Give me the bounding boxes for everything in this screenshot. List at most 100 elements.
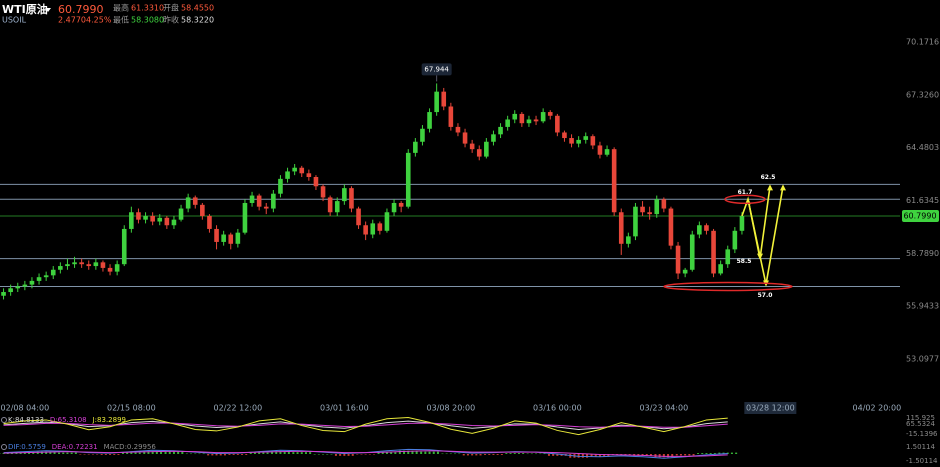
macd-bar [87, 454, 90, 455]
candle-body [682, 269, 688, 274]
y-tick-label: 65.5324 [906, 420, 935, 428]
candle-body [178, 208, 184, 220]
candle-body [15, 286, 21, 289]
macd-bar [428, 451, 431, 454]
macd-bar [377, 452, 380, 454]
candle-body [50, 269, 56, 276]
macd-bar [398, 450, 401, 454]
macd-bar [679, 454, 682, 456]
macd-bar [675, 454, 678, 456]
macd-bar [735, 452, 738, 454]
macd-bar [151, 451, 154, 454]
macd-bar [194, 453, 197, 455]
macd-bar [53, 451, 56, 454]
candle-body [320, 186, 326, 198]
candle-body [157, 217, 163, 222]
macd-bar [726, 452, 729, 454]
macd-bar [168, 451, 171, 454]
prev-close-label: 昨收 [163, 15, 179, 25]
macd-bar [667, 454, 670, 458]
macd-bar [271, 451, 274, 454]
macd-bar [368, 454, 371, 455]
legend-item: K:84.8133 [8, 416, 44, 424]
macd-bar [535, 453, 538, 455]
candle-body [512, 113, 518, 120]
dropdown-icon[interactable] [45, 8, 51, 12]
macd-bar [445, 453, 448, 455]
candle-body [207, 215, 212, 229]
candle-body [79, 262, 84, 265]
candle-body [164, 217, 170, 226]
candle-body [150, 215, 155, 222]
macd-bar [113, 454, 116, 455]
y-tick-label: 115.925 [906, 414, 935, 422]
candle-body [235, 232, 241, 244]
candle-body [327, 197, 333, 213]
candle-body [58, 266, 63, 270]
candle-body [434, 91, 439, 113]
macd-bar [462, 454, 465, 456]
candle-body [704, 225, 709, 231]
candle-body [228, 234, 234, 244]
candle-body [633, 206, 638, 237]
y-tick-label: 67.3260 [906, 90, 939, 99]
macd-bar [705, 453, 708, 454]
macd-bar [356, 454, 359, 455]
macd-bar [58, 452, 61, 454]
macd-bar [624, 454, 627, 455]
macd-bar [688, 454, 691, 456]
candle-body [640, 206, 645, 213]
last-price-label: 60.7990 [903, 211, 936, 220]
macd-bar [671, 454, 674, 458]
candle-body [505, 119, 510, 127]
macd-bar [45, 451, 48, 454]
candle-body [689, 234, 695, 270]
change: 2.4770 [58, 16, 86, 25]
macd-bar [394, 452, 397, 454]
macd-bar [313, 454, 316, 455]
symbol[interactable]: WTI原油 [2, 2, 48, 16]
macd-bar [441, 453, 444, 455]
candle-body [65, 264, 70, 267]
macd-bar [40, 451, 43, 454]
candle-body [136, 212, 141, 220]
macd-bar [232, 454, 235, 455]
candle-body [43, 275, 49, 278]
macd-bar [155, 451, 158, 454]
prev-close: 58.3220 [181, 16, 214, 25]
candle-body [618, 212, 624, 244]
macd-bar [701, 453, 704, 454]
x-tick-label: 03/16 00:00 [533, 404, 582, 413]
y-tick-label: 55.9433 [906, 302, 939, 311]
candle-body [256, 195, 262, 207]
macd-bar [96, 454, 99, 455]
candle-body [100, 262, 106, 268]
macd-bar [484, 454, 487, 455]
candle-body [29, 280, 35, 285]
candle-body [476, 149, 482, 157]
candle-body [405, 152, 411, 207]
change-pct: 4.25% [86, 16, 112, 25]
level-label: 58.5 [737, 258, 752, 265]
candle-body [214, 228, 219, 242]
macd-bar [245, 454, 248, 455]
macd-bar [117, 454, 120, 455]
candle-body [306, 173, 312, 177]
y-tick-label: 53.0977 [906, 354, 939, 363]
candle-body [626, 236, 631, 244]
legend-icon [1, 444, 7, 450]
macd-bar [339, 454, 342, 456]
candle-body [718, 264, 723, 274]
candle-body [398, 202, 404, 207]
candle-body [675, 245, 681, 274]
macd-bar [407, 450, 410, 454]
macd-bar [628, 454, 631, 455]
x-tick-label: 02/22 12:00 [214, 404, 263, 413]
macd-bar [436, 451, 439, 454]
macd-bar [488, 454, 491, 455]
macd-bar [539, 453, 542, 455]
candle-body [93, 262, 99, 267]
candle-body [185, 197, 191, 209]
highlight-circle [663, 281, 793, 292]
macd-bar [373, 454, 376, 455]
